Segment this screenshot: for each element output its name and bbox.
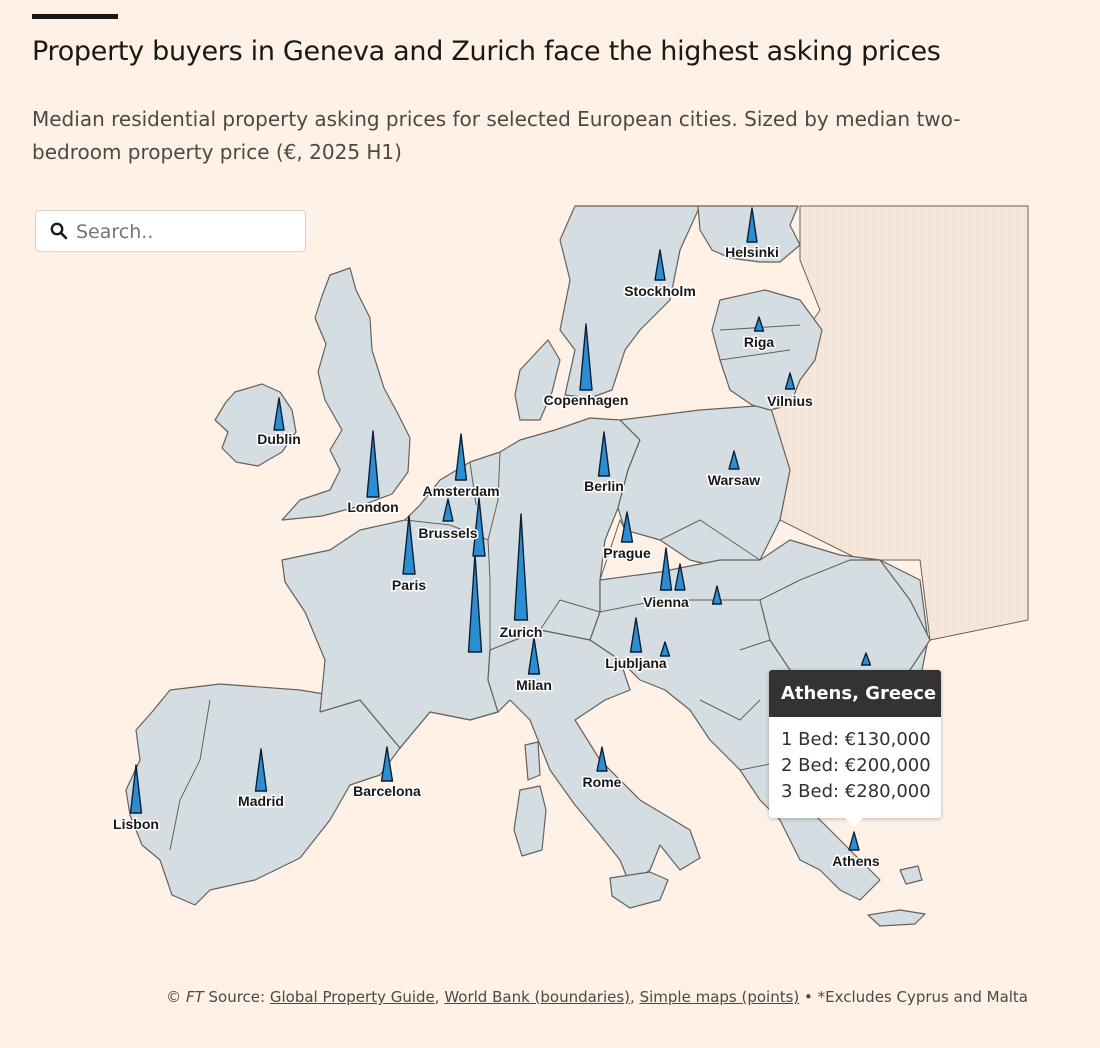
- city-label-dublin: Dublin: [257, 431, 301, 447]
- spike-stockholm[interactable]: [654, 249, 666, 281]
- city-label-madrid: Madrid: [238, 793, 284, 809]
- city-label-vienna: Vienna: [643, 594, 689, 610]
- land-romania: [759, 559, 931, 681]
- land-denmark: [514, 339, 561, 421]
- source-link-simple-maps[interactable]: Simple maps (points): [639, 988, 800, 1006]
- source-note: • *Excludes Cyprus and Malta: [804, 988, 1028, 1006]
- copyright-symbol: ©: [166, 988, 182, 1006]
- source-label: Source:: [208, 988, 266, 1006]
- spike-milan[interactable]: [527, 637, 541, 675]
- source-link-global-property-guide[interactable]: Global Property Guide: [269, 988, 435, 1006]
- spike-barcelona[interactable]: [380, 746, 394, 782]
- tooltip-row-1bed: 1 Bed: €130,000: [781, 729, 931, 750]
- spike-copenhagen[interactable]: [579, 323, 593, 391]
- bucharest-spike[interactable]: [860, 652, 872, 666]
- city-label-milan: Milan: [516, 677, 552, 693]
- spike-amsterdam[interactable]: [454, 433, 468, 481]
- city-label-barcelona: Barcelona: [353, 783, 421, 799]
- bratislava-spike[interactable]: [674, 563, 686, 591]
- land-corsica: [524, 741, 541, 781]
- budapest-spike[interactable]: [711, 585, 723, 605]
- city-label-warsaw: Warsaw: [708, 472, 761, 488]
- city-tooltip: Athens, Greece 1 Bed: €130,000 2 Bed: €2…: [769, 670, 941, 827]
- city-label-zurich: Zurich: [500, 624, 543, 640]
- city-labels: Helsinki Stockholm Riga Copenhagen Vilnius Du…: [112, 243, 882, 871]
- spike-zurich[interactable]: [513, 513, 529, 621]
- city-label-ljubljana: Ljubljana: [605, 655, 667, 671]
- spike-dublin[interactable]: [273, 397, 285, 431]
- land-sardinia: [513, 785, 547, 857]
- source-link-world-bank[interactable]: World Bank (boundaries): [444, 988, 631, 1006]
- geneva-spike[interactable]: [467, 553, 483, 653]
- city-label-copenhagen: Copenhagen: [544, 392, 629, 408]
- tooltip-pointer: [845, 818, 863, 827]
- city-label-berlin: Berlin: [584, 478, 624, 494]
- ft-top-rule: [32, 14, 118, 19]
- spike-vilnius[interactable]: [784, 372, 796, 390]
- spike-brussels[interactable]: [442, 498, 454, 522]
- search-box[interactable]: [35, 210, 306, 252]
- city-label-brussels: Brussels: [418, 525, 477, 541]
- city-label-prague: Prague: [603, 545, 651, 561]
- spike-madrid[interactable]: [254, 748, 268, 792]
- spike-london[interactable]: [366, 430, 380, 498]
- land-scandinavia: [559, 205, 701, 399]
- city-label-vilnius: Vilnius: [767, 393, 813, 409]
- city-label-helsinki: Helsinki: [725, 244, 779, 260]
- tooltip-row-2bed: 2 Bed: €200,000: [781, 755, 931, 776]
- city-label-paris: Paris: [392, 577, 426, 593]
- search-icon: [50, 222, 68, 240]
- land-great-britain: [281, 267, 411, 521]
- city-label-amsterdam: Amsterdam: [422, 483, 499, 499]
- spike-rome[interactable]: [596, 746, 608, 772]
- spike-athens[interactable]: [848, 831, 860, 851]
- chart-title: Property buyers in Geneva and Zurich fac…: [32, 36, 941, 67]
- land-aegean-islands: [899, 865, 923, 885]
- spike-vienna[interactable]: [659, 547, 673, 591]
- spike-helsinki[interactable]: [746, 207, 758, 243]
- spike-prague[interactable]: [620, 511, 634, 543]
- ft-credit: FT: [185, 988, 204, 1006]
- search-input[interactable]: [74, 217, 298, 247]
- tooltip-title: Athens, Greece: [769, 670, 941, 717]
- luxembourg-spike[interactable]: [472, 497, 486, 557]
- chart-subtitle: Median residential property asking price…: [32, 107, 961, 164]
- city-label-athens: Athens: [832, 853, 880, 869]
- spike-warsaw[interactable]: [728, 450, 740, 470]
- source-footer: © FT Source: Global Property Guide, Worl…: [166, 988, 1028, 1006]
- city-label-riga: Riga: [744, 334, 775, 350]
- city-label-stockholm: Stockholm: [624, 283, 696, 299]
- city-label-lisbon: Lisbon: [113, 816, 159, 832]
- tooltip-row-3bed: 3 Bed: €280,000: [781, 781, 931, 802]
- zagreb-spike[interactable]: [659, 641, 671, 657]
- spike-lisbon[interactable]: [129, 764, 143, 814]
- land-crete: [867, 909, 926, 927]
- city-label-rome: Rome: [583, 774, 622, 790]
- price-spikes: [129, 207, 872, 851]
- spike-ljubljana[interactable]: [629, 617, 643, 653]
- spike-paris[interactable]: [402, 515, 416, 575]
- spike-riga[interactable]: [753, 316, 765, 332]
- land-italy: [487, 629, 701, 886]
- spike-berlin[interactable]: [597, 431, 611, 477]
- land-ireland: [214, 383, 297, 467]
- land-sicily: [609, 871, 669, 909]
- country-borders: [169, 324, 830, 851]
- city-label-london: London: [347, 499, 398, 515]
